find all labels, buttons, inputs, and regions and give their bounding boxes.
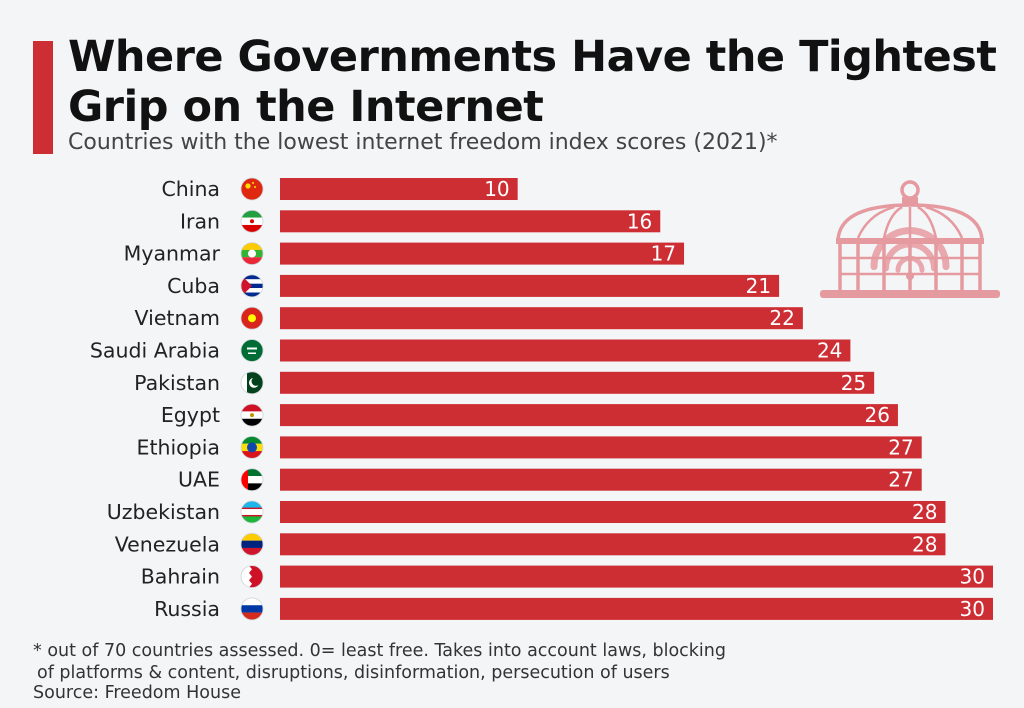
category-label-myanmar: Myanmar bbox=[124, 242, 221, 266]
source-note: Source: Freedom House bbox=[33, 683, 241, 703]
bar-ethiopia bbox=[280, 436, 922, 459]
footnote-line-2: of platforms & content, disruptions, dis… bbox=[37, 663, 670, 683]
flag-saudi-arabia-icon bbox=[240, 339, 264, 362]
birdcage-wifi-icon bbox=[820, 180, 1000, 298]
flag-uae-icon bbox=[240, 468, 264, 492]
flag-myanmar-icon bbox=[240, 242, 264, 266]
category-label-saudi-arabia: Saudi Arabia bbox=[90, 339, 220, 363]
category-label-china: China bbox=[161, 177, 220, 201]
bar-russia bbox=[280, 597, 993, 620]
bar-pakistan bbox=[280, 371, 875, 394]
category-label-egypt: Egypt bbox=[161, 403, 220, 427]
bar-iran bbox=[280, 210, 661, 233]
value-label-bahrain: 30 bbox=[960, 565, 985, 589]
value-label-uzbekistan: 28 bbox=[912, 500, 937, 524]
bar-bahrain bbox=[280, 565, 993, 588]
value-label-saudi-arabia: 24 bbox=[817, 339, 842, 363]
value-label-iran: 16 bbox=[627, 209, 652, 233]
footnote-line-1: * out of 70 countries assessed. 0= least… bbox=[33, 641, 726, 661]
flag-ethiopia-icon bbox=[240, 435, 264, 459]
bar-cuba bbox=[280, 274, 780, 297]
flag-china-icon bbox=[240, 177, 264, 201]
value-label-vietnam: 22 bbox=[769, 306, 794, 330]
bar-uzbekistan bbox=[280, 501, 946, 523]
flag-venezuela-icon bbox=[240, 532, 264, 556]
value-label-myanmar: 17 bbox=[651, 242, 676, 266]
bar-china bbox=[280, 178, 518, 200]
value-label-russia: 30 bbox=[960, 597, 985, 621]
flag-bahrain-icon bbox=[240, 565, 264, 588]
footnote: * out of 70 countries assessed. 0= least… bbox=[33, 640, 993, 684]
value-label-venezuela: 28 bbox=[912, 532, 937, 556]
category-label-iran: Iran bbox=[180, 209, 220, 233]
bar-saudi-arabia bbox=[280, 339, 851, 362]
category-label-venezuela: Venezuela bbox=[115, 532, 220, 556]
value-label-pakistan: 25 bbox=[841, 371, 866, 395]
flag-cuba-icon bbox=[240, 274, 264, 298]
bar-myanmar bbox=[280, 242, 685, 265]
flag-vietnam-icon bbox=[240, 306, 264, 330]
flag-uzbekistan-icon bbox=[240, 500, 264, 524]
flag-egypt-icon bbox=[240, 403, 264, 427]
flag-russia-icon bbox=[240, 597, 264, 621]
chart-subtitle: Countries with the lowest internet freed… bbox=[68, 130, 778, 155]
bar-venezuela bbox=[280, 533, 946, 556]
category-label-vietnam: Vietnam bbox=[135, 306, 220, 330]
category-label-bahrain: Bahrain bbox=[141, 565, 220, 589]
bar-uae bbox=[280, 468, 922, 491]
flag-iran-icon bbox=[240, 209, 264, 233]
flag-pakistan-icon bbox=[240, 371, 264, 395]
category-label-pakistan: Pakistan bbox=[134, 371, 220, 395]
chart-title: Where Governments Have the Tightest Grip… bbox=[68, 32, 997, 132]
value-label-egypt: 26 bbox=[864, 403, 889, 427]
category-label-uzbekistan: Uzbekistan bbox=[107, 500, 220, 524]
bar-vietnam bbox=[280, 307, 803, 330]
category-label-cuba: Cuba bbox=[167, 274, 220, 298]
value-label-uae: 27 bbox=[888, 468, 913, 492]
accent-bar bbox=[33, 41, 53, 154]
value-label-ethiopia: 27 bbox=[888, 435, 913, 459]
bar-egypt bbox=[280, 404, 898, 427]
category-label-uae: UAE bbox=[178, 468, 220, 492]
value-label-cuba: 21 bbox=[746, 274, 771, 298]
category-label-russia: Russia bbox=[154, 597, 220, 621]
category-label-ethiopia: Ethiopia bbox=[137, 435, 221, 459]
value-label-china: 10 bbox=[484, 177, 509, 201]
